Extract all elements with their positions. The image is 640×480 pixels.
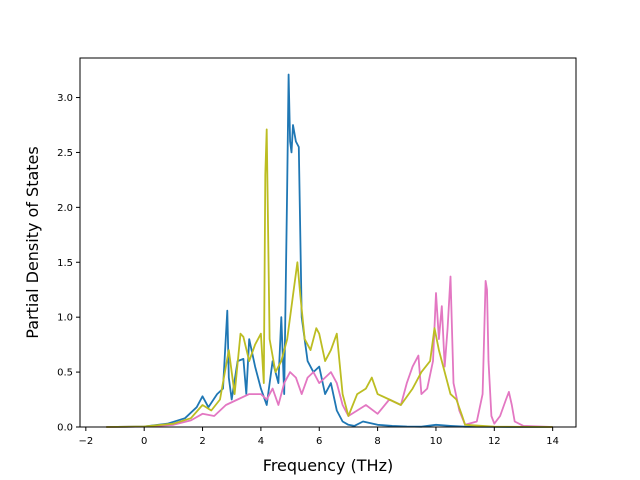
x-axis-label: Frequency (THz) [263,456,393,475]
x-tick-label: 14 [546,436,559,447]
plot-frame [79,57,577,428]
y-axis-label: Partial Density of States [23,146,42,338]
x-tick-label: 2 [199,436,205,447]
x-tick-label: 0 [141,436,147,447]
x-tick-label: −2 [78,436,93,447]
y-tick-label: 3.0 [57,93,73,104]
series-line-3 [106,128,553,428]
y-tick-label: 1.5 [57,258,73,269]
y-tick-label: 2.0 [57,203,73,214]
x-tick-label: 4 [258,436,264,447]
plot-area [106,73,553,428]
x-tick-label: 10 [430,436,443,447]
x-tick-label: 12 [488,436,501,447]
y-tick-label: 1.0 [57,313,73,324]
x-axis-ticks: −2 0 2 4 6 8 10 12 14 [78,427,559,447]
x-tick-label: 6 [316,436,322,447]
y-axis-ticks: 0.0 0.5 1.0 1.5 2.0 2.5 3.0 [57,93,80,434]
x-tick-label: 8 [374,436,380,447]
y-tick-label: 0.5 [57,368,73,379]
y-tick-label: 0.0 [57,423,73,434]
y-tick-label: 2.5 [57,148,73,159]
